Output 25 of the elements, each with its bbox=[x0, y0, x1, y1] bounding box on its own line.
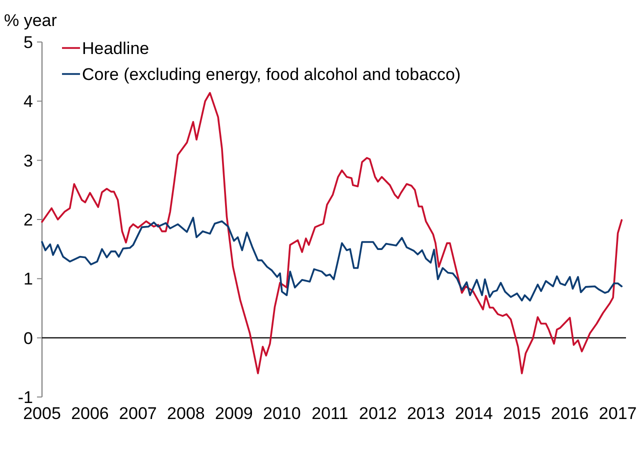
y-tick-label: -1 bbox=[18, 388, 33, 407]
x-tick-label: 2016 bbox=[550, 404, 589, 423]
x-tick-label: 2008 bbox=[167, 404, 205, 423]
x-tick-label: 2009 bbox=[215, 404, 253, 423]
x-tick-label: 2010 bbox=[263, 404, 301, 423]
x-tick-label: 2005 bbox=[23, 404, 61, 423]
x-tick-label: 2011 bbox=[312, 404, 348, 423]
x-tick-label: 2006 bbox=[71, 404, 109, 423]
legend-label: Core (excluding energy, food alcohol and tobacco) bbox=[82, 64, 461, 84]
y-axis-title: % year bbox=[4, 11, 58, 30]
legend-label: Headline bbox=[82, 38, 150, 58]
line-series bbox=[41, 216, 623, 302]
y-tick-label: 5 bbox=[24, 32, 33, 52]
y-tick-label: 0 bbox=[24, 328, 33, 348]
x-tick-label: 2017 bbox=[598, 404, 637, 423]
line-series bbox=[41, 92, 623, 374]
x-tick-label: 2014 bbox=[454, 404, 493, 423]
y-tick-label: 4 bbox=[24, 92, 33, 112]
x-tick-label: 2013 bbox=[406, 404, 445, 423]
x-tick-label: 2007 bbox=[119, 404, 157, 423]
x-tick-label: 2012 bbox=[358, 404, 397, 423]
x-tick-label: 2015 bbox=[502, 404, 541, 423]
y-tick-label: 3 bbox=[24, 151, 33, 170]
y-tick-label: 2 bbox=[24, 210, 33, 230]
y-tick-label: 1 bbox=[24, 270, 33, 289]
